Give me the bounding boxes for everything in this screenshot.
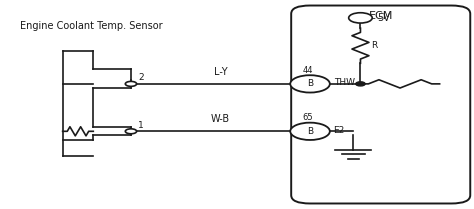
Circle shape [356, 82, 365, 86]
Circle shape [125, 129, 137, 134]
Text: B: B [307, 127, 313, 136]
Text: L-Y: L-Y [214, 66, 228, 76]
Text: 5V: 5V [377, 13, 390, 23]
Text: E2: E2 [334, 126, 345, 135]
Text: 44: 44 [302, 66, 313, 75]
Text: 2: 2 [138, 73, 144, 82]
Text: 65: 65 [302, 113, 313, 122]
Circle shape [125, 81, 137, 86]
Text: 1: 1 [138, 121, 144, 130]
Text: R: R [371, 41, 377, 50]
Text: Engine Coolant Temp. Sensor: Engine Coolant Temp. Sensor [20, 21, 163, 31]
Text: THW: THW [334, 78, 355, 87]
FancyBboxPatch shape [291, 5, 470, 204]
Circle shape [290, 123, 330, 140]
Text: ECM: ECM [369, 11, 393, 21]
Text: W-B: W-B [211, 114, 230, 124]
Circle shape [290, 75, 330, 93]
Circle shape [349, 13, 372, 23]
Text: B: B [307, 79, 313, 88]
